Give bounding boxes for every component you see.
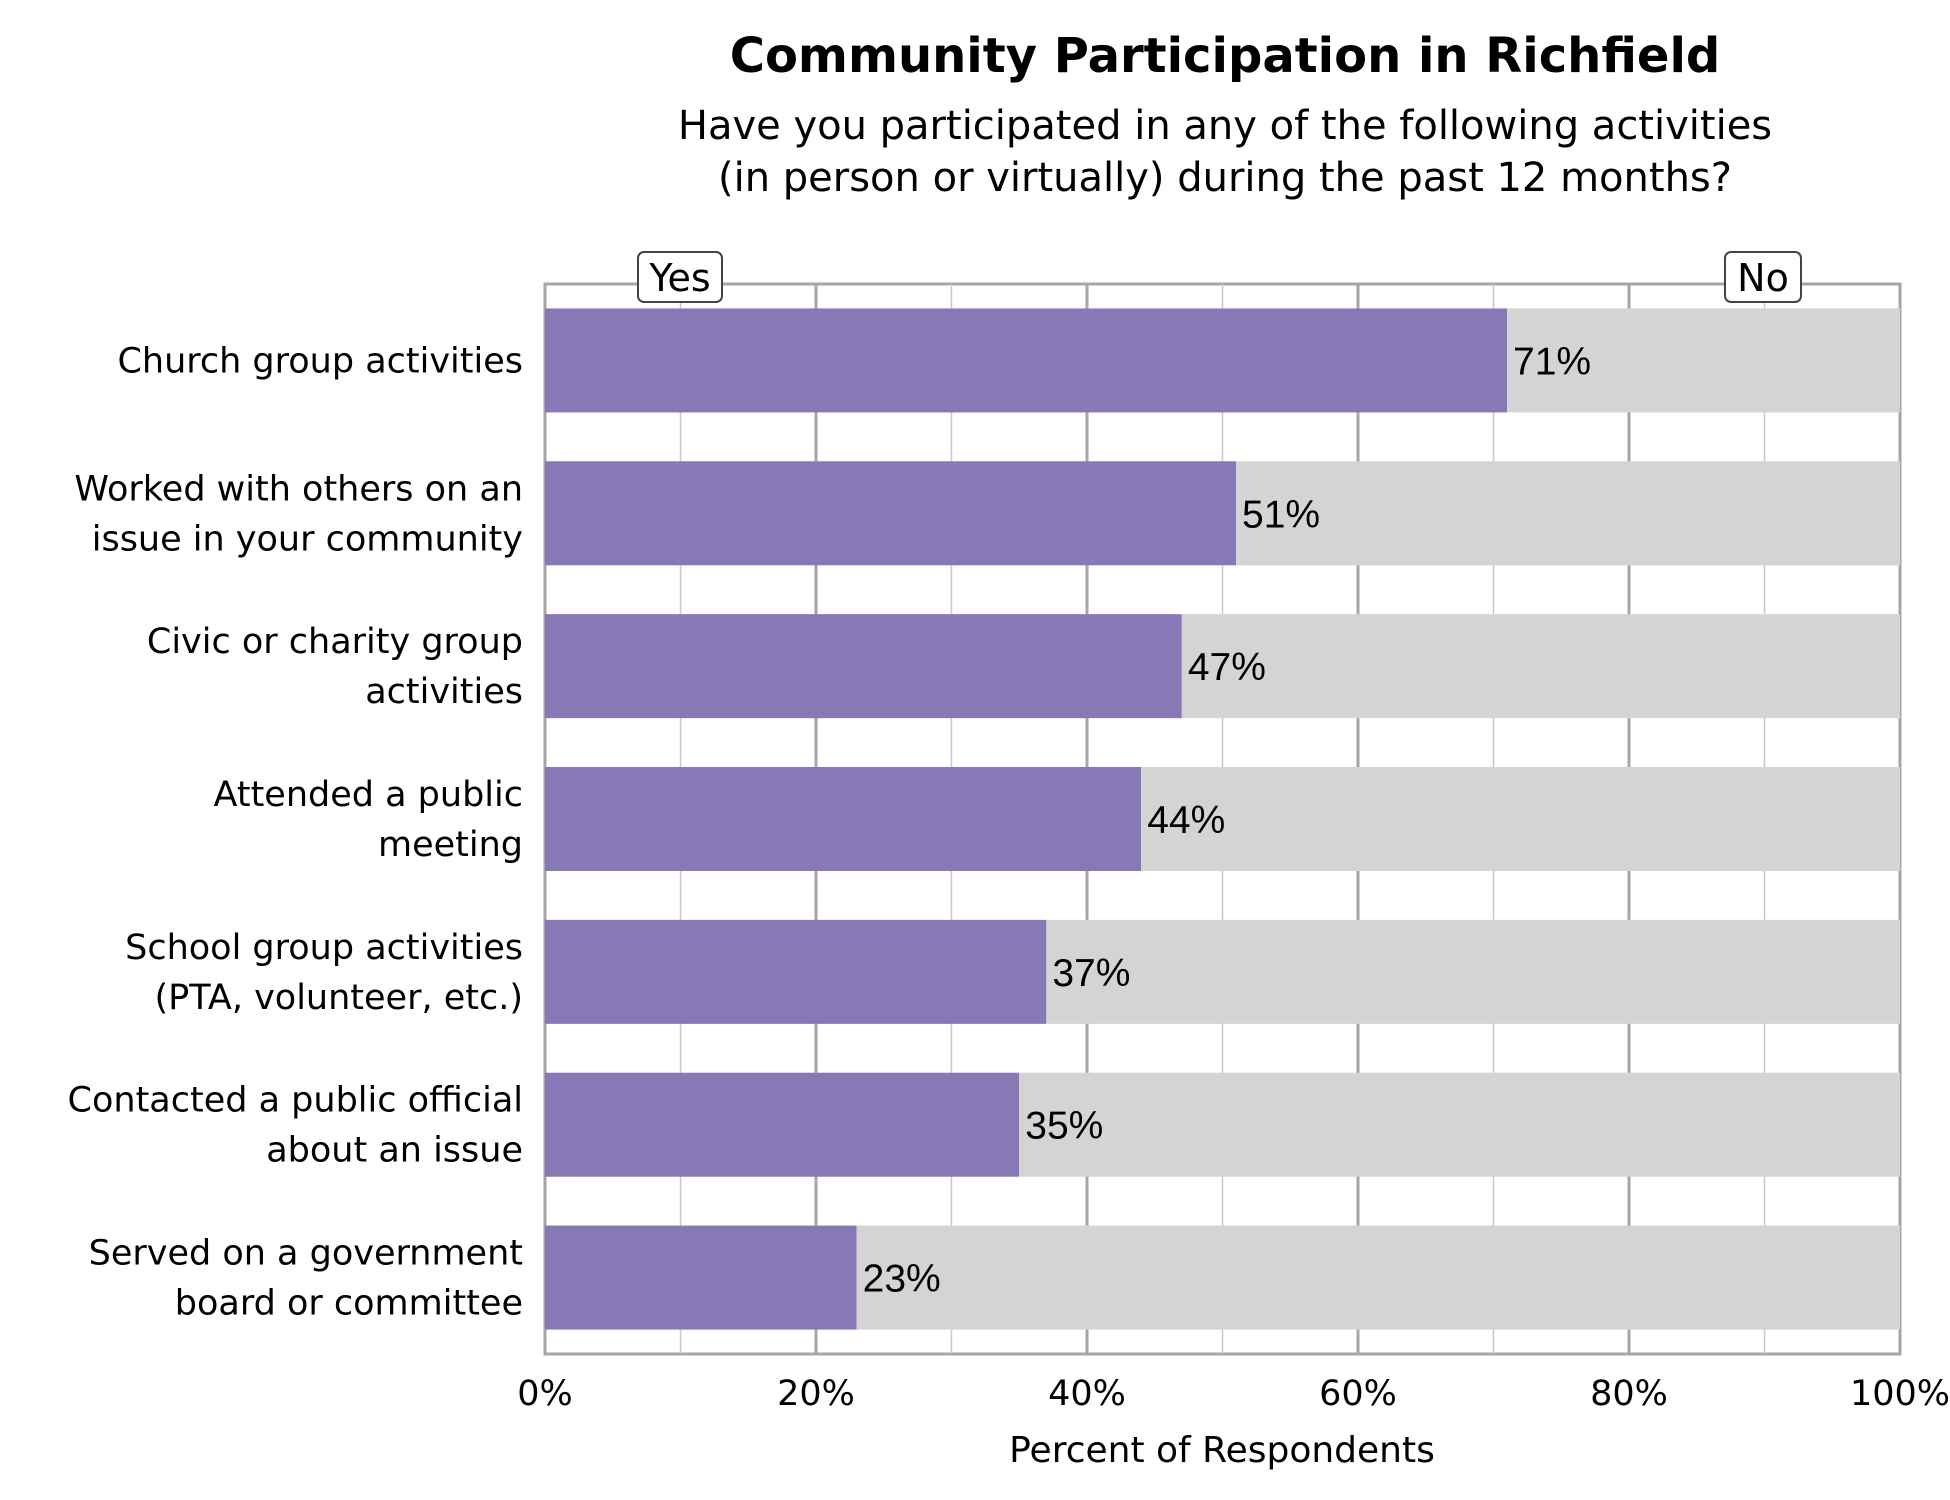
x-tick-label: 20% xyxy=(777,1374,855,1414)
legend-label-yes: Yes xyxy=(648,256,710,300)
bar-no xyxy=(1046,919,1900,1024)
bar-yes xyxy=(545,1072,1020,1177)
category-labels: Church group activities Worked with other… xyxy=(68,341,523,1323)
category-label: Church group activities xyxy=(117,341,523,381)
category-label: board or committee xyxy=(175,1284,523,1324)
bars xyxy=(545,308,1900,1330)
x-tick-label: 100% xyxy=(1850,1374,1950,1414)
data-label: 44% xyxy=(1147,799,1225,842)
bar-yes xyxy=(545,461,1237,566)
bar-no xyxy=(1236,461,1900,566)
bar-yes xyxy=(545,308,1508,413)
chart-title: Community Participation in Richfield xyxy=(730,28,1721,84)
bar-no xyxy=(1181,614,1900,719)
category-label: meeting xyxy=(378,825,523,865)
bar-no xyxy=(1019,1072,1900,1177)
category-label: Attended a public xyxy=(214,775,523,815)
legend-box-yes xyxy=(637,251,723,303)
data-label: 23% xyxy=(863,1258,941,1301)
category-label: about an issue xyxy=(266,1131,523,1171)
legend-box-no xyxy=(1724,251,1802,303)
x-tick-labels: 0% 20% 40% 60% 80% 100% xyxy=(517,1374,1950,1414)
bar-yes xyxy=(545,614,1182,719)
category-label: School group activities xyxy=(125,928,523,968)
category-label: Contacted a public official xyxy=(68,1081,523,1121)
x-tick-label: 40% xyxy=(1048,1374,1126,1414)
data-label: 71% xyxy=(1513,340,1591,383)
category-label: activities xyxy=(365,672,523,712)
x-axis-title: Percent of Respondents xyxy=(1009,1430,1435,1471)
bar-yes xyxy=(545,767,1142,871)
x-tick-label: 80% xyxy=(1590,1374,1668,1414)
legend: Yes No xyxy=(637,251,1802,303)
data-label: 51% xyxy=(1242,493,1320,536)
category-label: Civic or charity group xyxy=(147,622,523,662)
bar-yes xyxy=(545,1225,857,1330)
category-label: issue in your community xyxy=(92,519,523,559)
x-tick-label: 0% xyxy=(517,1374,573,1414)
category-label: (PTA, volunteer, etc.) xyxy=(154,978,523,1018)
data-label: 47% xyxy=(1188,646,1266,689)
category-label: Worked with others on an xyxy=(74,469,523,509)
bar-no xyxy=(856,1225,1900,1330)
bar-yes xyxy=(545,919,1047,1024)
legend-label-no: No xyxy=(1737,256,1789,300)
category-label: Served on a government xyxy=(89,1234,523,1274)
x-tick-label: 60% xyxy=(1319,1374,1397,1414)
data-label: 35% xyxy=(1025,1105,1103,1148)
bar-no xyxy=(1141,767,1900,871)
bar-no xyxy=(1507,308,1900,413)
data-label: 37% xyxy=(1052,952,1130,995)
chart-subtitle-line-2: (in person or virtually) during the past… xyxy=(718,155,1732,201)
data-labels: 71% 51% 47% 44% 37% 35% 23% xyxy=(863,340,1591,1300)
chart-subtitle-line-1: Have you participated in any of the foll… xyxy=(678,103,1772,149)
